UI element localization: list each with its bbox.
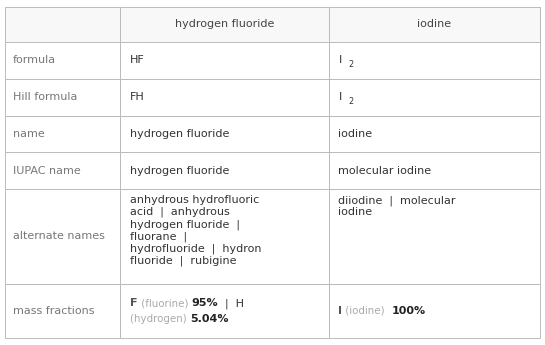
Text: IUPAC name: IUPAC name <box>13 166 81 176</box>
Text: 5.04%: 5.04% <box>190 314 228 324</box>
Text: hydrogen fluoride: hydrogen fluoride <box>130 166 229 176</box>
Text: FH: FH <box>130 92 145 102</box>
Text: anhydrous hydrofluoric
acid  |  anhydrous
hydrogen fluoride  |
fluorane  |
hydro: anhydrous hydrofluoric acid | anhydrous … <box>130 195 262 266</box>
Text: (iodine): (iodine) <box>342 306 391 316</box>
Text: 95%: 95% <box>191 298 218 308</box>
Bar <box>5 79 120 116</box>
Text: F: F <box>130 298 137 308</box>
Text: diiodine  |  molecular
iodine: diiodine | molecular iodine <box>338 195 456 217</box>
Bar <box>120 152 329 189</box>
Text: alternate names: alternate names <box>13 231 105 241</box>
Text: |  H: | H <box>218 298 244 308</box>
Text: 100%: 100% <box>391 306 426 316</box>
Text: hydrogen fluoride: hydrogen fluoride <box>130 129 229 139</box>
Text: iodine: iodine <box>338 129 373 139</box>
Text: 2: 2 <box>348 97 353 106</box>
Text: I: I <box>338 55 342 65</box>
Text: 2: 2 <box>348 60 353 69</box>
Bar <box>329 284 540 338</box>
Text: iodine: iodine <box>417 19 451 29</box>
Text: hydrogen fluoride: hydrogen fluoride <box>175 19 274 29</box>
Bar <box>329 42 540 79</box>
Bar <box>5 42 120 79</box>
Text: HF: HF <box>130 55 145 65</box>
Bar <box>5 189 120 284</box>
Bar <box>5 7 120 42</box>
Bar <box>5 284 120 338</box>
Bar <box>5 116 120 152</box>
Text: (fluorine): (fluorine) <box>137 298 191 308</box>
Text: mass fractions: mass fractions <box>13 306 95 316</box>
Text: I: I <box>338 92 342 102</box>
Text: I: I <box>338 306 342 316</box>
Bar <box>329 79 540 116</box>
Bar <box>120 7 329 42</box>
Bar <box>329 7 540 42</box>
Bar <box>120 189 329 284</box>
Text: (hydrogen): (hydrogen) <box>130 314 190 324</box>
Bar <box>120 79 329 116</box>
Bar <box>120 42 329 79</box>
Text: name: name <box>13 129 45 139</box>
Text: formula: formula <box>13 55 56 65</box>
Bar <box>329 116 540 152</box>
Bar <box>329 189 540 284</box>
Bar <box>120 116 329 152</box>
Bar <box>5 152 120 189</box>
Bar <box>120 284 329 338</box>
Text: Hill formula: Hill formula <box>13 92 77 102</box>
Bar <box>329 152 540 189</box>
Text: molecular iodine: molecular iodine <box>338 166 432 176</box>
